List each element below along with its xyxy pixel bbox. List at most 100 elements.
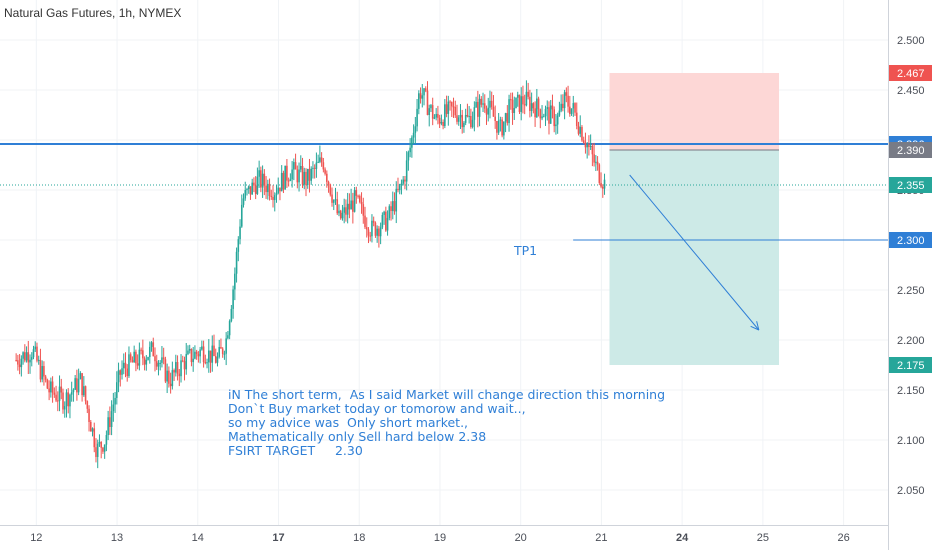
candle-body	[364, 216, 366, 227]
candle-body	[496, 121, 498, 133]
candle-body	[477, 102, 479, 117]
candle-body	[159, 363, 161, 364]
candle-body	[380, 227, 382, 236]
candle-body	[465, 115, 467, 123]
candle-body	[121, 368, 123, 375]
candle-body	[371, 221, 373, 236]
candle-body	[31, 357, 33, 360]
y-tick-label: 2.050	[897, 485, 925, 497]
candle-body	[40, 360, 42, 380]
candle-body	[590, 146, 592, 147]
candle-body	[350, 201, 352, 210]
candle-body	[85, 386, 87, 401]
candle-body	[151, 342, 153, 347]
candle-body	[503, 121, 505, 135]
candle-body	[19, 365, 21, 368]
candle-body	[335, 199, 337, 200]
candle-body	[36, 347, 38, 361]
candle-body	[62, 393, 64, 410]
candle-body	[571, 108, 573, 114]
candle-body	[107, 417, 109, 435]
price-axis: 2.5002.4502.4002.3502.3002.2502.2002.150…	[889, 0, 932, 550]
candle-body	[163, 357, 165, 359]
candle-body	[265, 186, 267, 192]
candle-body	[215, 356, 217, 363]
candle-body	[142, 350, 144, 358]
candle-body	[172, 370, 174, 386]
candle-body	[321, 157, 323, 162]
candle-body	[479, 99, 481, 117]
candle-body	[383, 212, 385, 215]
candle-body	[470, 116, 472, 127]
candle-body	[460, 115, 462, 118]
candle-body	[255, 186, 257, 194]
candle-body	[404, 180, 406, 182]
candle-body	[517, 95, 519, 98]
candle-body	[328, 182, 330, 185]
candle-body	[66, 392, 68, 406]
candle-body	[270, 196, 272, 197]
candle-body	[493, 107, 495, 117]
candle-body	[588, 144, 590, 147]
x-tick-label: 12	[30, 532, 42, 544]
candle-body	[137, 363, 139, 365]
candle-body	[220, 347, 222, 349]
candle-body	[454, 107, 456, 115]
candle-body	[128, 354, 130, 376]
candle-body	[378, 229, 380, 237]
candle-body	[222, 349, 224, 354]
take-profit-zone	[609, 150, 779, 365]
candle-body	[217, 357, 219, 363]
candle-body	[331, 195, 333, 203]
candle-body	[562, 104, 564, 108]
position-zones	[609, 73, 779, 365]
candle-body	[574, 103, 576, 113]
candle-body	[244, 190, 246, 198]
candle-body	[494, 117, 496, 121]
candle-body	[382, 215, 384, 227]
candle-body	[185, 354, 187, 369]
candle-body	[166, 371, 168, 382]
candle-body	[357, 196, 359, 197]
candle-body	[361, 202, 363, 204]
x-tick-label: 14	[192, 532, 204, 544]
candle-body	[114, 398, 116, 405]
candle-body	[246, 189, 248, 190]
candle-body	[508, 99, 510, 123]
candle-body	[597, 162, 599, 165]
candle-body	[298, 170, 300, 183]
candle-body	[347, 204, 349, 215]
candle-body	[154, 356, 156, 361]
candle-body	[376, 229, 378, 236]
candle-body	[527, 92, 529, 97]
candle-body	[458, 117, 460, 121]
candle-body	[48, 388, 50, 392]
candle-body	[520, 96, 522, 112]
candle-body	[411, 138, 413, 148]
candle-body	[538, 99, 540, 110]
tp1-price-label: 2.300	[897, 235, 925, 247]
candle-body	[368, 230, 370, 236]
candle-body	[253, 183, 255, 186]
candle-body	[420, 93, 422, 98]
candle-body	[461, 115, 463, 127]
candle-body	[428, 108, 430, 115]
note-line: Mathematically only Sell hard below 2.38	[228, 430, 665, 444]
candle-body	[309, 169, 311, 181]
candle-body	[47, 380, 49, 389]
candle-body	[274, 195, 276, 200]
candle-body	[250, 186, 252, 194]
y-tick-label: 2.100	[897, 435, 925, 447]
candle-body	[491, 101, 493, 107]
candle-body	[211, 346, 213, 363]
candle-body	[290, 179, 292, 181]
candle-body	[545, 109, 547, 116]
candle-body	[312, 168, 314, 169]
candle-body	[175, 362, 177, 372]
candle-body	[229, 321, 231, 335]
candle-body	[557, 116, 559, 125]
y-tick-label: 2.150	[897, 385, 925, 397]
candle-body	[173, 370, 175, 372]
